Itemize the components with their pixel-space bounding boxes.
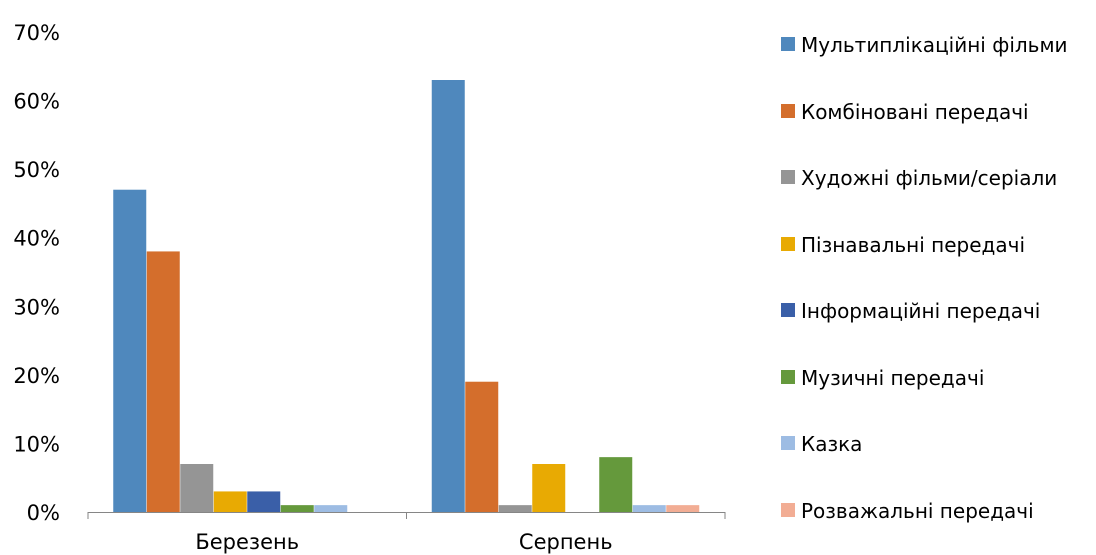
- y-tick-label: 70%: [13, 21, 60, 45]
- y-axis-ticks: 0% 10% 20% 30% 40% 50% 60% 70%: [13, 21, 60, 525]
- legend-item: Розважальні передачі: [781, 496, 1081, 526]
- bar: [280, 505, 314, 512]
- bar: [146, 251, 180, 512]
- legend-label: Комбіновані передачі: [801, 99, 1029, 124]
- y-tick-label: 30%: [13, 295, 60, 319]
- legend-swatch: [781, 170, 795, 184]
- bar: [599, 457, 633, 512]
- legend-item: Мультиплікаційні фільми: [781, 30, 1081, 60]
- legend-swatch: [781, 502, 795, 517]
- legend-label: Музичні передачі: [801, 365, 985, 390]
- category-label: Серпень: [519, 530, 613, 554]
- category-label: Березень: [195, 530, 299, 554]
- bar: [180, 464, 214, 512]
- y-tick-label: 50%: [13, 158, 60, 182]
- x-axis-labels: Березень Серпень: [195, 530, 612, 554]
- bar: [498, 505, 532, 512]
- y-tick-label: 10%: [13, 432, 60, 456]
- legend-item: Інформаційні передачі: [781, 296, 1081, 326]
- bar: [213, 491, 247, 512]
- legend-label: Розважальні передачі: [801, 498, 1034, 523]
- bar: [465, 381, 499, 512]
- legend-swatch: [781, 369, 795, 384]
- bar: [632, 505, 666, 512]
- bar: [532, 464, 566, 512]
- bar: [247, 491, 281, 512]
- bar: [666, 505, 700, 512]
- legend-label: Художні фільми/серіали: [801, 166, 1058, 190]
- legend-swatch: [781, 436, 795, 450]
- y-tick-label: 40%: [13, 227, 60, 251]
- legend-item: Художні фільми/серіали: [781, 163, 1081, 193]
- legend-label: Пізнавальні передачі: [801, 232, 1026, 257]
- y-tick-label: 0%: [27, 501, 60, 525]
- legend-label: Мультиплікаційні фільми: [801, 33, 1068, 57]
- chart-bars: [113, 80, 700, 512]
- legend-label: Інформаційні передачі: [801, 299, 1041, 323]
- bar: [314, 505, 348, 512]
- legend-item: Казка: [781, 429, 1081, 459]
- legend-swatch: [781, 236, 795, 251]
- legend-item: Музичні передачі: [781, 363, 1081, 393]
- legend-swatch: [781, 103, 795, 118]
- legend-swatch: [781, 37, 795, 51]
- bar: [113, 189, 147, 512]
- legend-label: Казка: [801, 432, 863, 456]
- legend-item: Комбіновані передачі: [781, 97, 1081, 127]
- y-tick-label: 20%: [13, 364, 60, 388]
- y-tick-label: 60%: [13, 90, 60, 114]
- bar: [431, 80, 465, 512]
- x-axis: [87, 512, 726, 519]
- legend-swatch: [781, 303, 795, 317]
- legend-item: Пізнавальні передачі: [781, 230, 1081, 260]
